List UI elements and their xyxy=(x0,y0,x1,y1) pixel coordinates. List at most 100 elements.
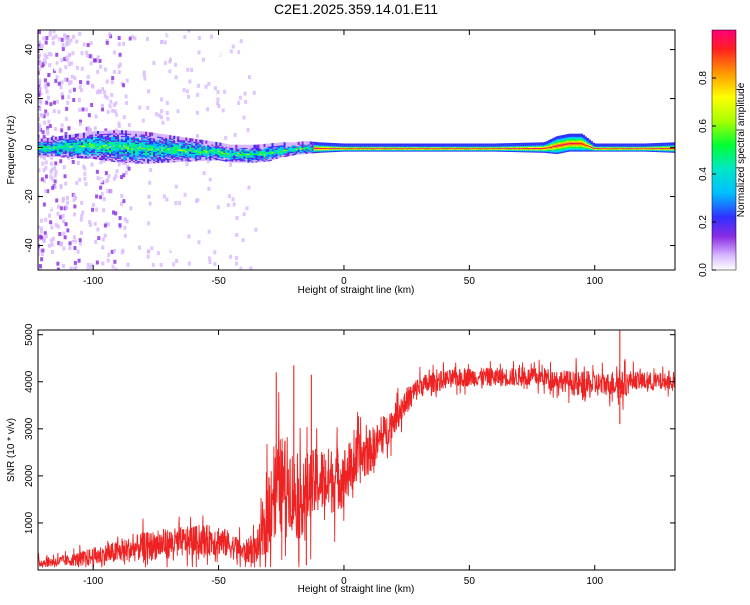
noise-cell xyxy=(42,36,46,41)
noise-cell xyxy=(38,61,42,66)
noise-cell xyxy=(131,35,135,40)
noise-cell xyxy=(233,132,237,137)
noise-cell xyxy=(49,205,53,210)
noise-cell xyxy=(74,196,78,201)
noise-cell xyxy=(63,33,67,38)
noise-cell xyxy=(79,217,83,222)
noise-cell xyxy=(142,227,146,232)
ridge-cell xyxy=(281,142,284,146)
noise-cell xyxy=(205,256,209,261)
noise-cell xyxy=(249,266,253,270)
ridge-cell xyxy=(387,143,391,147)
ridge-cell xyxy=(580,133,583,137)
ridge-cell xyxy=(191,138,194,142)
noise-cell xyxy=(165,33,169,38)
noise-cell xyxy=(85,50,89,55)
ridge-cell xyxy=(494,143,497,147)
noise-cell xyxy=(69,38,73,43)
ridge-cell xyxy=(640,143,644,147)
noise-cell xyxy=(55,99,59,104)
noise-cell xyxy=(51,36,55,41)
noise-cell xyxy=(135,202,139,207)
noise-cell xyxy=(67,126,71,131)
ridge-cell xyxy=(307,141,311,145)
noise-cell xyxy=(60,128,64,133)
noise-cell xyxy=(183,192,187,197)
noise-cell xyxy=(235,261,239,266)
noise-cell xyxy=(61,219,65,224)
noise-cell xyxy=(185,104,189,109)
ridge-cell xyxy=(598,143,601,147)
noise-cell xyxy=(86,80,90,85)
noise-cell xyxy=(82,164,86,169)
ridge-cell xyxy=(203,140,206,144)
noise-cell xyxy=(115,112,119,117)
noise-cell xyxy=(150,246,154,251)
noise-cell xyxy=(189,211,193,216)
noise-cell xyxy=(61,70,65,75)
noise-cell xyxy=(241,243,245,248)
ridge-cell xyxy=(221,143,224,147)
noise-cell xyxy=(48,63,52,68)
ridge-cell xyxy=(608,143,611,147)
noise-cell xyxy=(247,185,251,190)
noise-cell xyxy=(67,41,71,46)
noise-cell xyxy=(55,52,59,57)
noise-cell xyxy=(40,43,44,48)
noise-cell xyxy=(46,82,50,87)
noise-cell xyxy=(45,36,49,41)
noise-cell xyxy=(108,32,112,37)
ridge-cell xyxy=(333,143,337,147)
noise-cell xyxy=(79,88,83,93)
noise-cell xyxy=(201,202,205,207)
noise-cell xyxy=(160,109,164,114)
ridge-cell xyxy=(508,143,511,147)
ridge-cell xyxy=(470,143,473,147)
ridge-cell xyxy=(167,134,170,139)
noise-cell xyxy=(126,262,130,267)
ridge-cell xyxy=(658,142,662,147)
ridge-cell xyxy=(129,130,132,134)
noise-cell xyxy=(176,109,180,114)
noise-cell xyxy=(69,266,73,270)
noise-cell xyxy=(61,95,65,100)
noise-cell xyxy=(89,61,93,66)
noise-cell xyxy=(60,80,64,85)
ridge-cell xyxy=(369,143,373,147)
noise-cell xyxy=(216,203,220,208)
ridge-cell xyxy=(448,143,451,147)
noise-cell xyxy=(38,116,40,121)
noise-cell xyxy=(41,130,45,135)
ridge-cell xyxy=(177,136,180,140)
ridge-cell xyxy=(301,141,305,145)
ridge-cell xyxy=(662,142,666,146)
noise-cell xyxy=(78,177,82,182)
noise-cell xyxy=(38,264,42,269)
noise-cell xyxy=(159,189,163,194)
noise-cell xyxy=(166,254,170,259)
ridge-cell xyxy=(351,143,355,147)
ridge-cell xyxy=(560,135,563,139)
noise-cell xyxy=(154,106,158,111)
noise-cell xyxy=(79,80,83,85)
noise-cell xyxy=(42,179,46,184)
noise-cell xyxy=(91,202,95,207)
noise-cell xyxy=(166,189,170,194)
noise-cell xyxy=(38,67,41,72)
ridge-cell xyxy=(438,143,441,147)
noise-cell xyxy=(216,177,220,182)
ridge-cell xyxy=(520,142,523,147)
noise-cell xyxy=(38,58,41,63)
noise-cell xyxy=(216,97,220,102)
noise-cell xyxy=(73,76,77,81)
noise-cell xyxy=(38,113,42,118)
ridge-cell xyxy=(227,144,230,148)
noise-cell xyxy=(187,30,191,33)
noise-cell xyxy=(143,76,147,81)
ridge-cell xyxy=(664,142,668,146)
noise-cell xyxy=(38,43,40,48)
noise-cell xyxy=(247,75,251,80)
ridge-cell xyxy=(574,133,577,137)
noise-cell xyxy=(216,90,220,95)
x-tick-label: -100 xyxy=(83,276,103,287)
